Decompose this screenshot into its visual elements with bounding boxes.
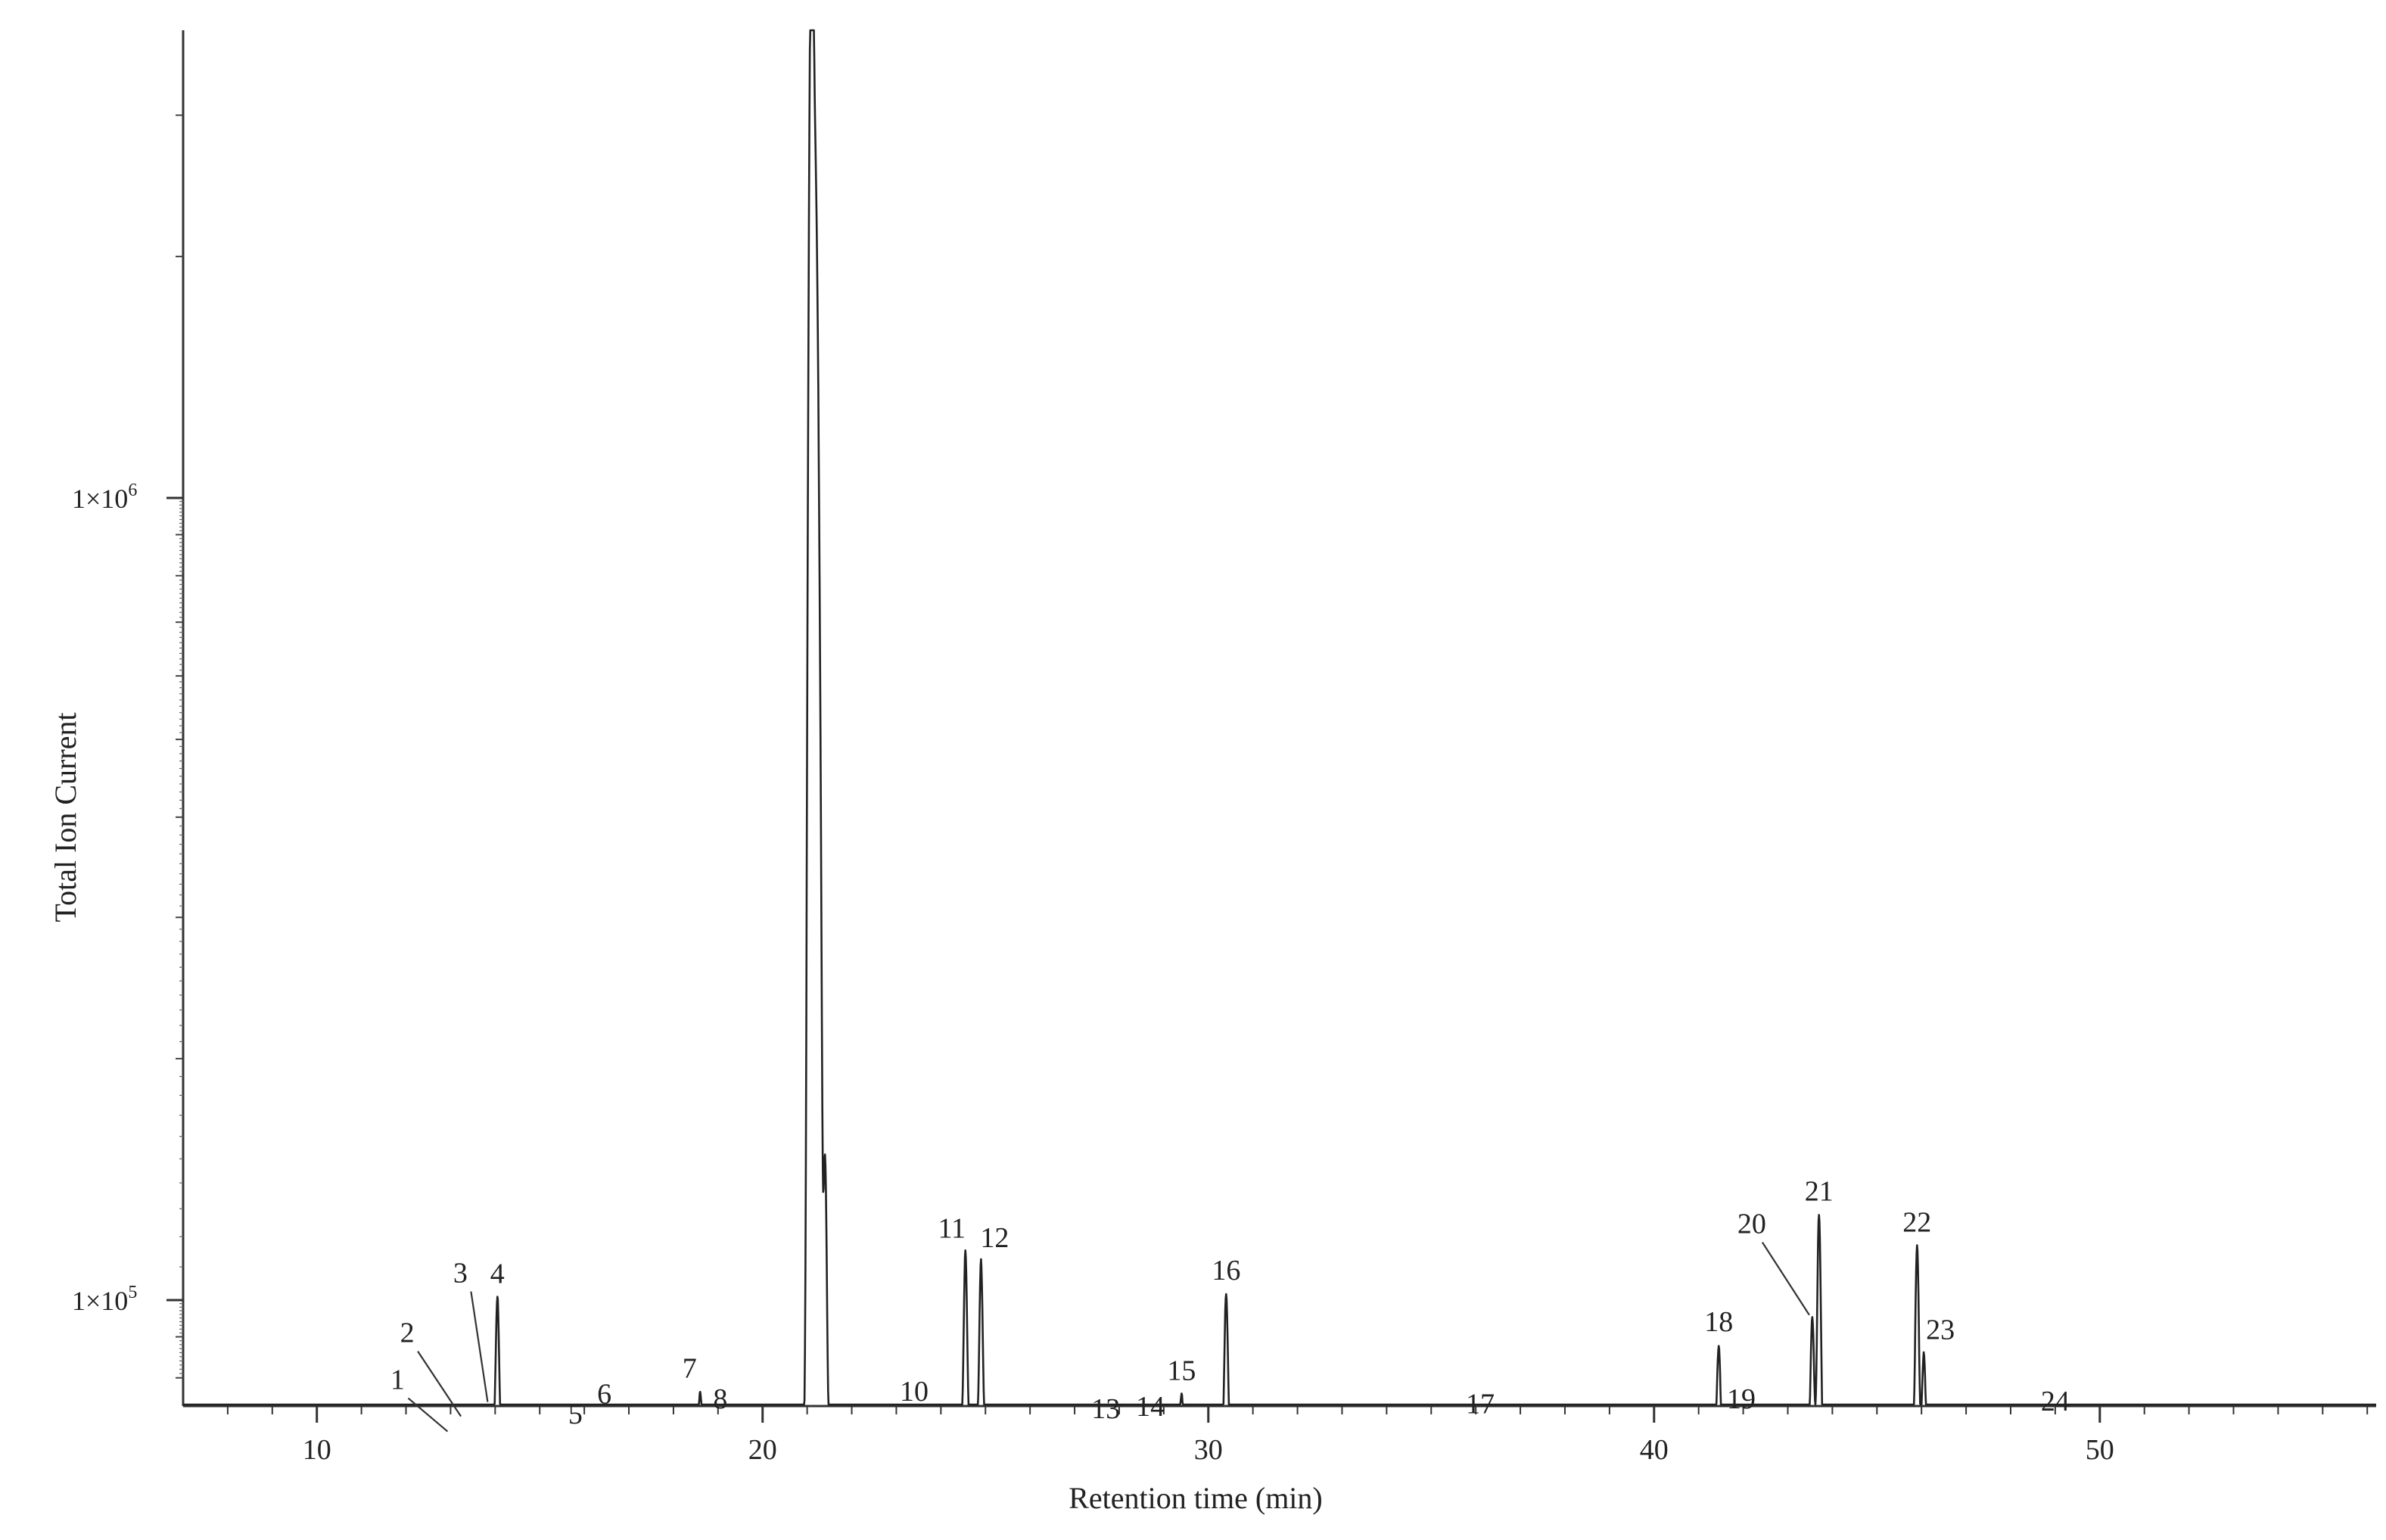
peak-label: 2	[400, 1318, 415, 1349]
y-tick-label: 1×106	[72, 481, 137, 514]
peak-labels: 123456789101112131415161718192021222324	[390, 1175, 2070, 1430]
peak-label: 4	[490, 1258, 505, 1290]
x-tick-label: 10	[303, 1434, 331, 1466]
peak-label: 15	[1167, 1355, 1196, 1386]
tic-trace	[182, 29, 2377, 1406]
x-axis-title: Retention time (min)	[1069, 1481, 1323, 1515]
peak-label: 24	[2041, 1386, 2070, 1417]
y-tick-exponent: 6	[128, 481, 137, 500]
peak-label: 20	[1737, 1209, 1766, 1240]
peak-label: 8	[713, 1383, 727, 1415]
x-tick-label: 30	[1194, 1434, 1223, 1466]
peak-leader-lines	[407, 1242, 1810, 1433]
peak-label: 19	[1727, 1383, 1756, 1415]
peak-label: 18	[1704, 1306, 1733, 1338]
peak-label: 17	[1466, 1388, 1495, 1420]
y-tick-label: 1×105	[72, 1283, 137, 1316]
peak-label: 3	[453, 1258, 468, 1290]
y-axis-title: Total Ion Current	[48, 712, 82, 922]
y-tick-exponent: 5	[128, 1283, 137, 1302]
peak-label: 13	[1091, 1393, 1120, 1425]
peak-label: 16	[1212, 1255, 1240, 1286]
peak-label: 1	[390, 1364, 405, 1396]
peak-leader-line	[1761, 1242, 1810, 1316]
peak-label: 5	[568, 1398, 583, 1430]
peak-label: 22	[1902, 1207, 1931, 1239]
peak-label: 10	[900, 1376, 929, 1408]
peak-label: 12	[980, 1222, 1009, 1254]
peak-label: 11	[938, 1213, 966, 1245]
y-major-ticks: 1×105 1×106	[72, 481, 183, 1316]
peak-label: 23	[1926, 1314, 1955, 1346]
x-tick-label: 40	[1640, 1434, 1669, 1466]
x-ticks: 10 20 30 40 50	[226, 1406, 2369, 1466]
peak-leader-line	[470, 1291, 489, 1402]
x-tick-label: 20	[748, 1434, 777, 1466]
axes	[182, 30, 2376, 1408]
peak-label: 6	[597, 1378, 611, 1410]
peak-leader-line	[407, 1397, 449, 1433]
peak-label: 14	[1136, 1391, 1165, 1423]
peak-label: 21	[1805, 1175, 1834, 1207]
x-tick-label: 50	[2086, 1434, 2114, 1466]
peak-label: 7	[683, 1352, 697, 1384]
peak-leader-line	[417, 1351, 462, 1417]
